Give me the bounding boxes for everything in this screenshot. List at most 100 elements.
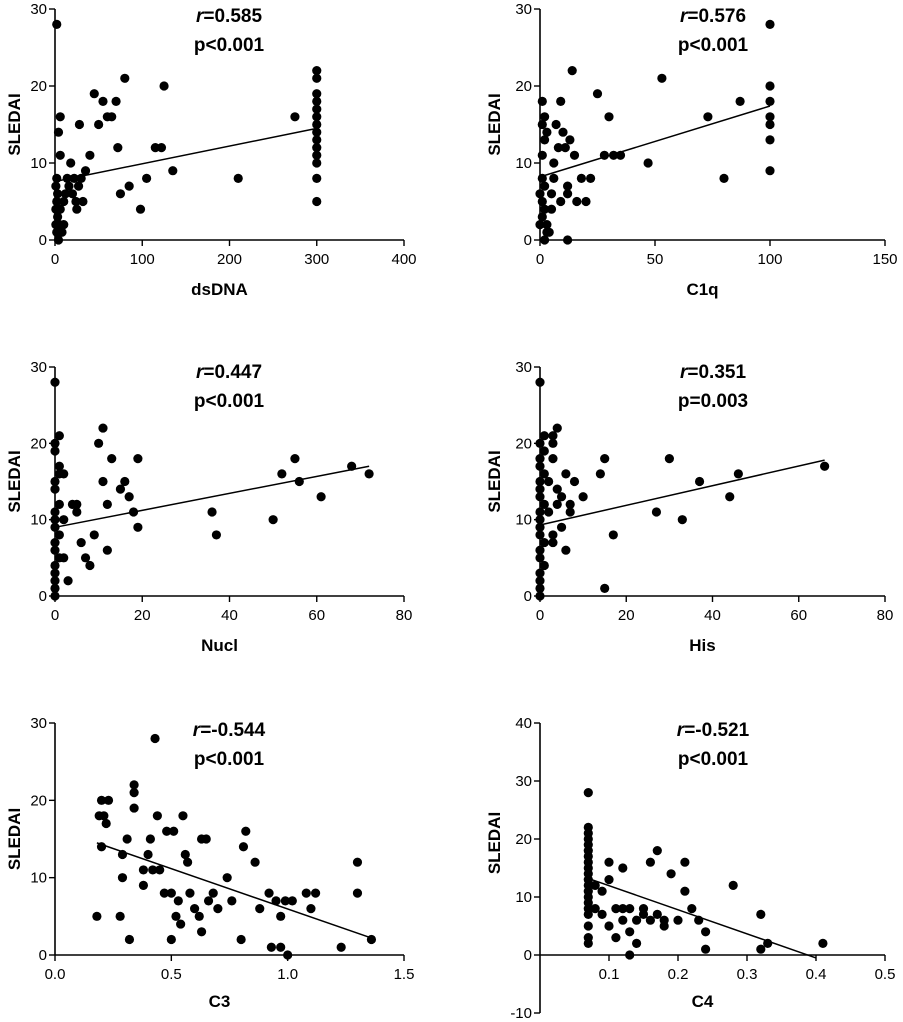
data-point [173, 896, 183, 906]
scatter-panel-2: 0 10 20 30 0 50 100 150 C1q SLEDAI r=0.576 p<0.001 [485, 1, 898, 299]
data-point [176, 919, 186, 929]
x-axis-label: C3 [209, 992, 231, 1011]
y-tick-label: 30 [30, 715, 47, 732]
correlation-r-symbol: r [680, 362, 689, 383]
data-point [535, 461, 545, 471]
data-point [537, 196, 547, 207]
x-tick-label: 20 [134, 607, 151, 624]
y-tick-label: 30 [515, 773, 532, 790]
x-tick-label: 50 [647, 251, 664, 268]
data-point [143, 849, 153, 860]
data-point [818, 938, 828, 949]
data-point [763, 938, 773, 949]
data-point [142, 173, 152, 183]
y-axis-label: SLEDAI [485, 450, 504, 512]
data-point [50, 507, 60, 517]
data-point [99, 811, 109, 821]
data-point [765, 81, 775, 91]
data-point [59, 469, 69, 479]
data-point [53, 212, 63, 222]
y-tick-label: 10 [515, 155, 532, 172]
data-point [80, 166, 91, 176]
data-point [50, 515, 60, 525]
data-point [535, 507, 545, 517]
data-point [604, 112, 614, 122]
data-point [133, 454, 143, 464]
x-tick-label: 0.3 [737, 966, 758, 983]
data-point [183, 857, 193, 867]
data-point [53, 235, 64, 245]
data-point [680, 886, 690, 896]
data-point [609, 150, 619, 160]
data-point [122, 834, 132, 844]
y-tick-label: 0 [524, 588, 532, 605]
x-tick-label: 1.0 [277, 966, 298, 983]
data-point [583, 921, 593, 931]
x-axis-label: dsDNA [191, 280, 248, 299]
data-point [266, 942, 276, 952]
data-point [145, 834, 155, 844]
correlation-annotation: r=0.447 [196, 362, 262, 383]
data-point [55, 112, 65, 122]
data-point [124, 181, 134, 191]
data-point [535, 189, 545, 199]
data-point [71, 196, 81, 207]
x-tick-label: 0.0 [45, 966, 66, 983]
data-point [72, 507, 82, 517]
data-point [546, 189, 557, 199]
data-point [544, 227, 554, 237]
data-point [535, 553, 545, 563]
data-point [537, 150, 547, 160]
data-point [129, 788, 139, 798]
data-point [72, 499, 82, 509]
data-point [238, 842, 249, 852]
x-tick-label: 400 [391, 251, 416, 268]
data-point [719, 173, 729, 183]
correlation-r-symbol: r [680, 6, 689, 27]
data-point [638, 904, 649, 914]
data-point [312, 66, 322, 76]
data-point [563, 189, 573, 199]
y-tick-label: 20 [30, 435, 47, 452]
data-point [194, 911, 204, 921]
data-point [680, 857, 690, 867]
data-point [312, 112, 322, 122]
data-point [578, 492, 588, 502]
data-point [694, 915, 704, 925]
data-point [352, 857, 363, 867]
data-point [52, 19, 62, 29]
data-point [625, 950, 635, 960]
data-point [535, 438, 545, 448]
data-point [567, 66, 577, 76]
data-point [535, 576, 545, 586]
correlation-annotation: r=0.585 [196, 6, 262, 27]
correlation-annotation: r=-0.521 [677, 720, 750, 741]
data-point [651, 507, 662, 517]
regression-line [539, 105, 771, 178]
data-point [276, 911, 286, 921]
data-point [290, 112, 300, 122]
y-tick-label: 0 [524, 947, 532, 964]
data-point [101, 818, 111, 829]
data-point [129, 803, 139, 813]
data-point [98, 476, 108, 487]
data-point [556, 492, 567, 502]
data-point [537, 119, 547, 130]
data-point [611, 904, 621, 914]
data-point [540, 112, 550, 122]
data-point [59, 515, 69, 525]
data-point [673, 915, 683, 925]
data-point [89, 530, 99, 540]
data-point [103, 795, 114, 805]
data-point [52, 196, 62, 207]
data-point [133, 522, 143, 532]
data-point [115, 189, 126, 199]
data-point [166, 888, 176, 898]
data-point [50, 446, 60, 456]
y-tick-label: 20 [515, 435, 532, 452]
y-tick-label: 0 [39, 232, 47, 249]
data-point [595, 469, 605, 479]
y-tick-label: 30 [515, 1, 532, 18]
data-point [540, 135, 550, 145]
